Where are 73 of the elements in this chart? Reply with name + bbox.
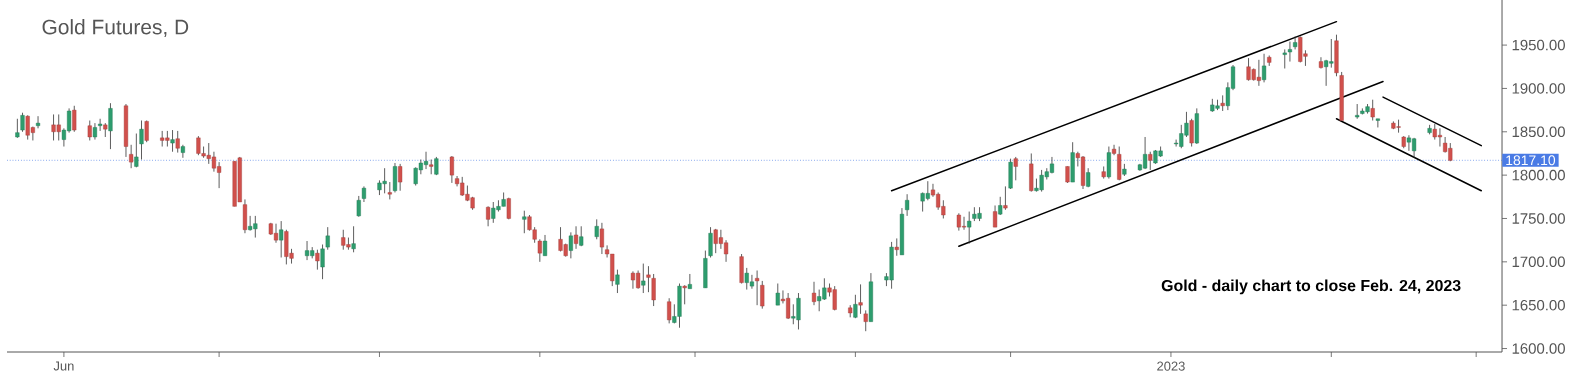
candlestick [387, 181, 392, 200]
y-tick-label: 1900.00 [1512, 83, 1565, 94]
candlestick [1370, 99, 1375, 121]
candlestick [682, 284, 687, 305]
candlestick [522, 210, 527, 234]
candlestick [129, 144, 134, 169]
candlestick [1262, 53, 1267, 83]
candlestick [87, 120, 92, 141]
candlestick [568, 231, 573, 259]
candlestick [1111, 144, 1117, 156]
candlestick [180, 144, 185, 159]
text: Gold Futures, D [42, 19, 189, 37]
annotation: Gold - daily chart to close Feb. 24, 2023 [1161, 279, 1461, 295]
candlestick [108, 102, 113, 150]
y-tick-label: 1750.00 [1512, 213, 1565, 224]
candlestick [760, 280, 765, 310]
candlestick [1375, 118, 1380, 128]
candlestick [449, 155, 454, 184]
y-tick-label: 1700.00 [1512, 256, 1565, 268]
candlestick [811, 281, 817, 306]
candlestick [1220, 94, 1225, 112]
candlestick [175, 130, 180, 153]
candlestick [599, 222, 604, 255]
candlestick [641, 263, 646, 294]
y-tick-label: 1950.00 [1512, 39, 1565, 51]
candlestick [279, 220, 284, 258]
candlestick [325, 226, 330, 251]
candlestick [315, 249, 320, 271]
candlestick [775, 283, 780, 306]
candlestick [72, 105, 77, 133]
candlestick [1189, 118, 1194, 147]
x-tick-label: 2023 [1157, 361, 1185, 371]
candlestick [967, 211, 972, 245]
candlestick [1013, 156, 1018, 181]
candlestick [320, 244, 325, 280]
candlestick [398, 163, 403, 192]
candlestick [134, 133, 139, 168]
candlestick [20, 112, 25, 133]
candlestick [1355, 103, 1360, 120]
candlestick [651, 273, 656, 307]
x-tick-label: Jun [53, 361, 74, 371]
candlestick [92, 122, 97, 140]
ref-line-label: 1817.10 [1506, 155, 1556, 166]
candlestick [35, 115, 41, 129]
candlestick [1293, 36, 1298, 50]
candlestick [139, 120, 144, 160]
candlestick [858, 283, 863, 315]
candlestick [993, 205, 998, 228]
candlestick [429, 159, 434, 175]
candlestick [755, 270, 760, 306]
y-tick-label: 1600.00 [1512, 343, 1565, 354]
y-tick-label: 1800.00 [1512, 169, 1565, 181]
candlestick [542, 234, 548, 257]
candlestick [646, 265, 651, 293]
candlestick [894, 238, 899, 257]
candlestick [708, 226, 713, 258]
candlestick [1148, 151, 1153, 171]
candlestick [486, 205, 491, 227]
candlestick [1003, 186, 1008, 211]
candlestick [905, 193, 910, 217]
candlestick [356, 195, 361, 218]
y-tick-label: 1850.00 [1512, 126, 1565, 138]
candlestick [15, 118, 20, 139]
candlestick [573, 225, 579, 250]
candlestick [667, 297, 672, 324]
candlestick [594, 218, 599, 240]
candlestick [170, 129, 175, 153]
candlestick [863, 309, 868, 332]
candlestick [615, 269, 620, 294]
candlestick [537, 238, 542, 263]
candlestick [98, 118, 103, 132]
candlestick [351, 225, 356, 253]
y-tick-label: 1650.00 [1512, 299, 1565, 311]
